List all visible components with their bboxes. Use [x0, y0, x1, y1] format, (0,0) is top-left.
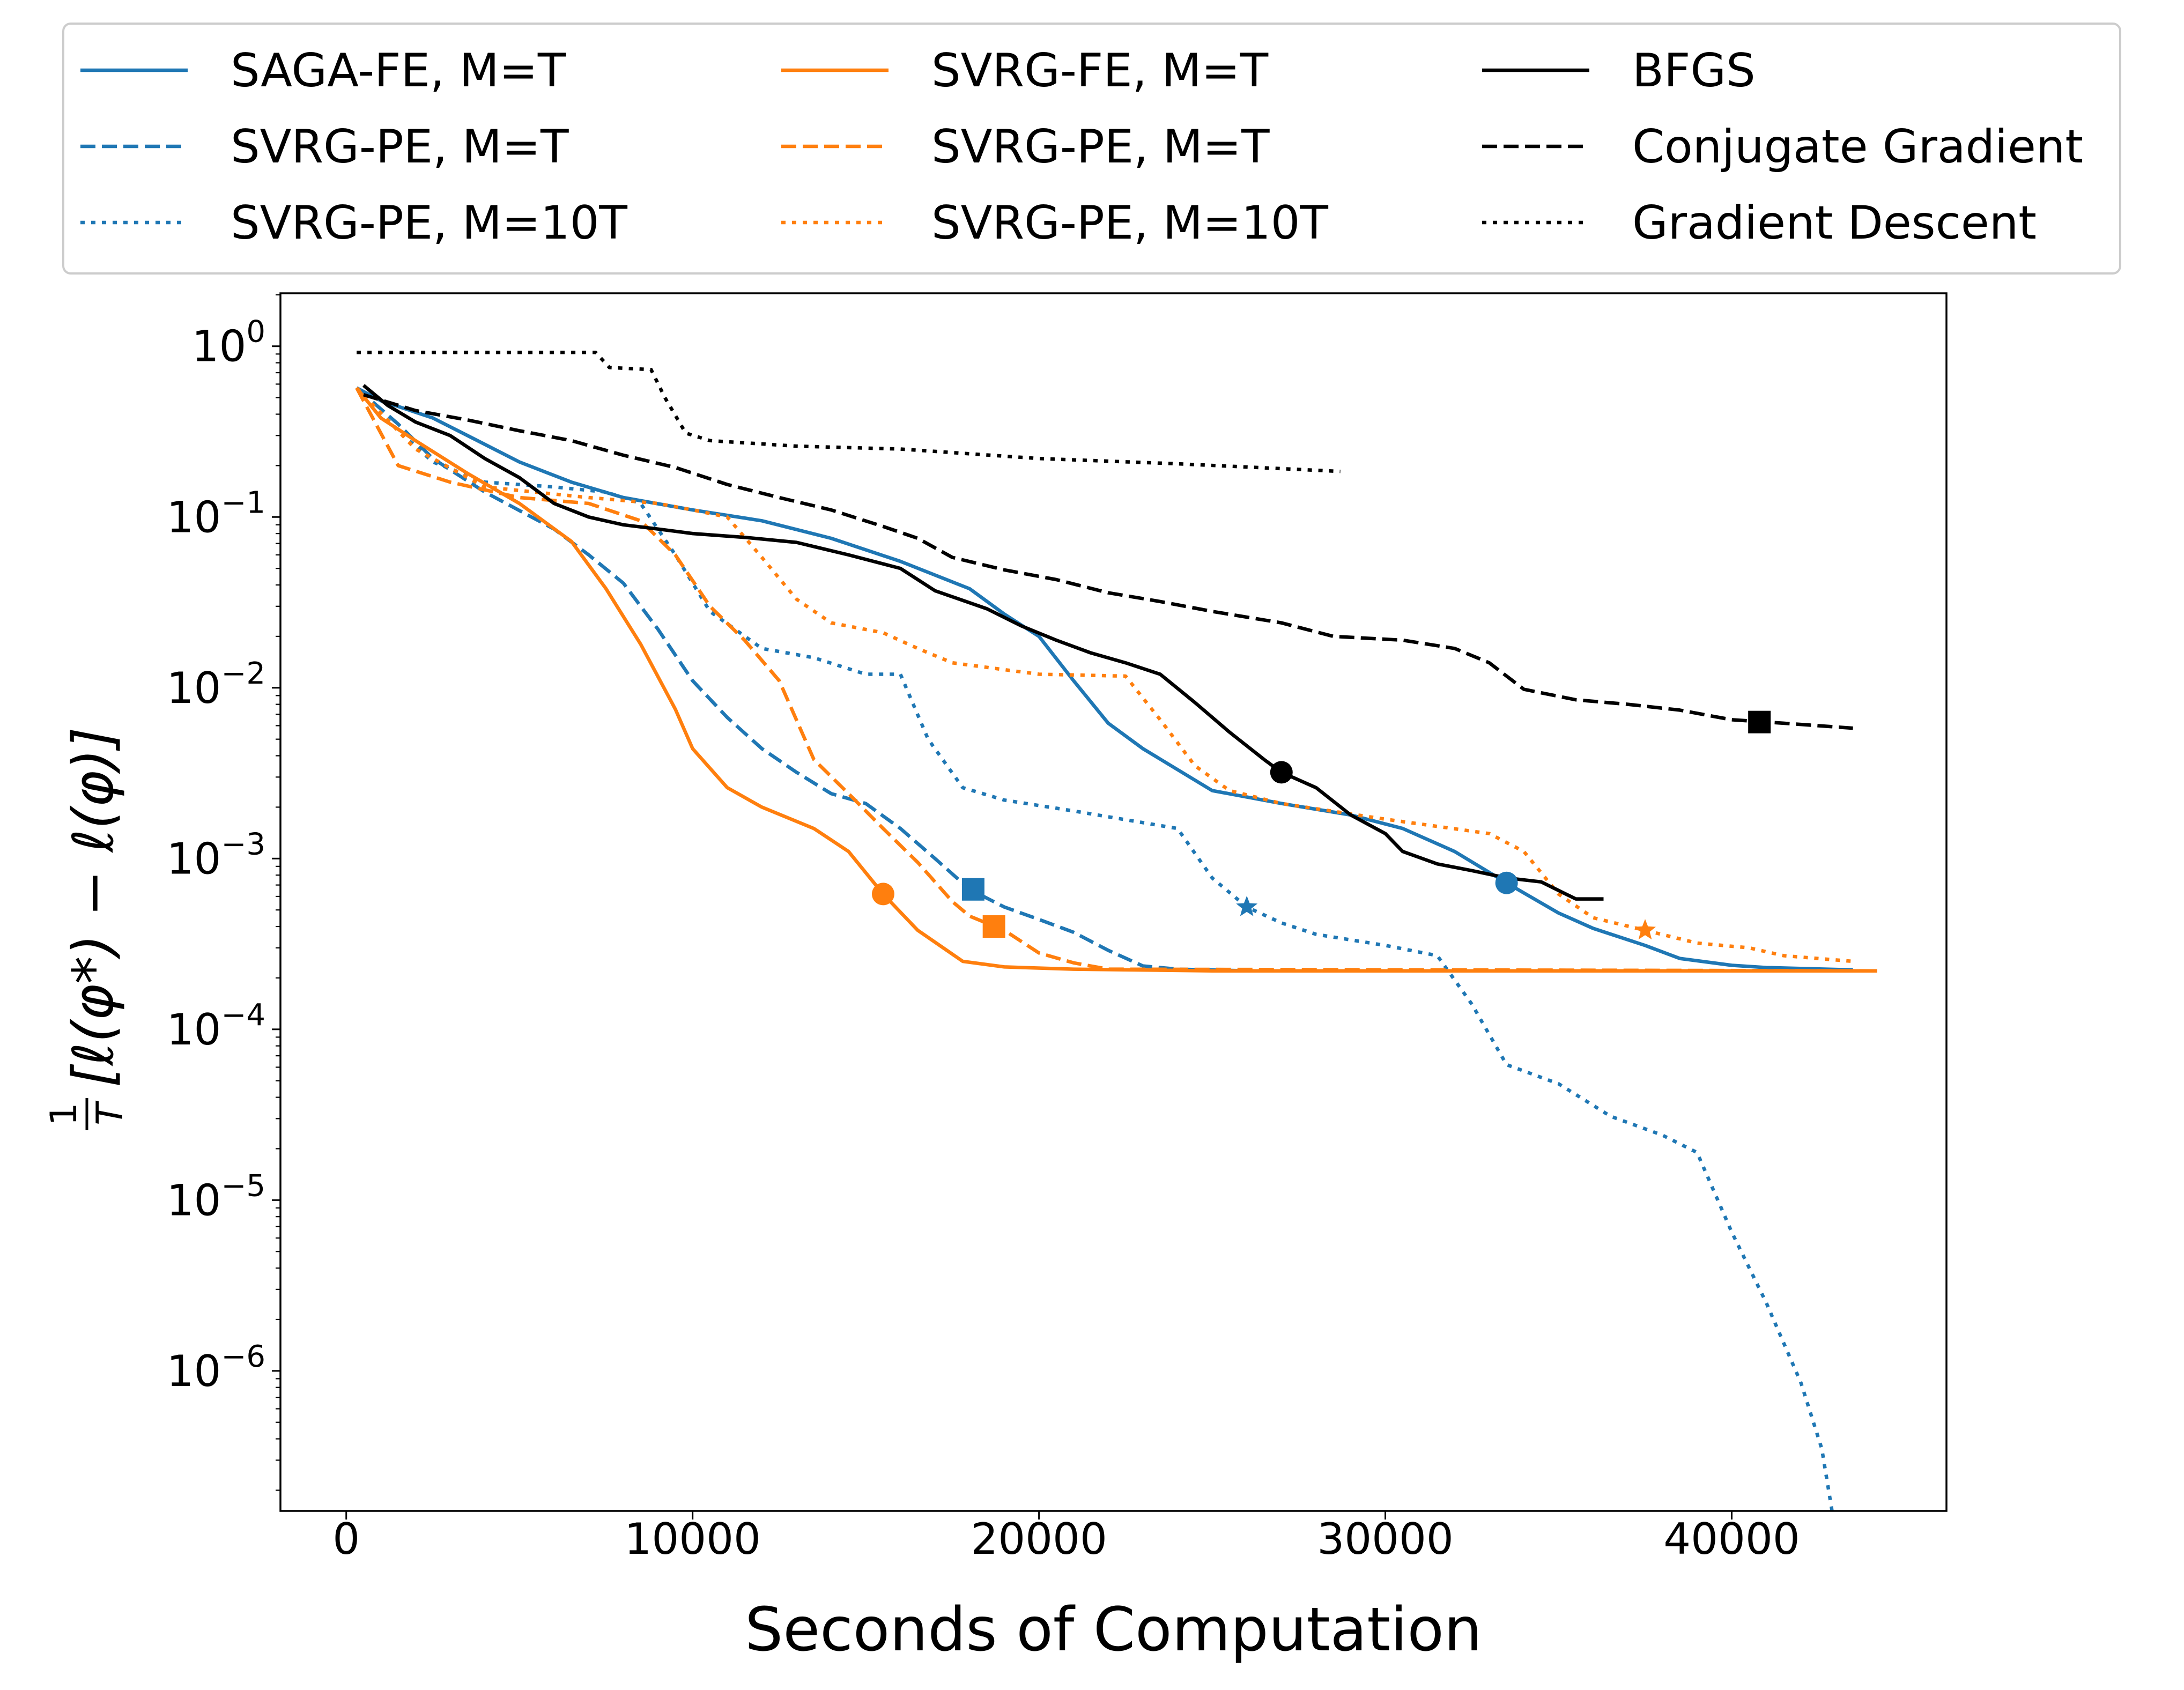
y-tick-label: 10−6 — [167, 1339, 265, 1396]
series-line-7 — [363, 393, 1853, 730]
y-tick-exponent: −2 — [221, 656, 265, 691]
series-line-8 — [357, 351, 1341, 473]
y-tick-label: 100 — [192, 315, 265, 372]
y-axis-label-denominator: T — [89, 1101, 131, 1125]
y-tick-base: 10 — [167, 663, 221, 713]
y-axis-label-expression: [ℓ(φ*) − ℓ(φ)] — [61, 727, 126, 1087]
y-tick-label: 10−1 — [167, 485, 265, 542]
x-tick-label: 40000 — [1663, 1514, 1800, 1564]
legend-label: SVRG-PE, M=T — [231, 120, 569, 174]
series-line-5 — [355, 387, 1853, 963]
legend-label: SAGA-FE, M=T — [231, 44, 566, 98]
series-line-4 — [355, 387, 1870, 973]
x-axis-label: Seconds of Computation — [745, 1595, 1482, 1665]
marker-circle-0 — [1495, 871, 1518, 894]
marker-square-4 — [982, 915, 1005, 938]
legend-label: SVRG-PE, M=T — [931, 120, 1270, 174]
x-tick-label: 20000 — [971, 1514, 1107, 1564]
x-tick-label: 10000 — [624, 1514, 761, 1564]
legend-label: SVRG-PE, M=10T — [931, 196, 1328, 250]
legend-box — [62, 23, 2121, 275]
marker-circle-6 — [1270, 761, 1293, 784]
legend-label: SVRG-PE, M=10T — [231, 196, 627, 250]
y-tick-label: 10−4 — [167, 998, 265, 1055]
legend-label: SVRG-FE, M=T — [931, 44, 1269, 98]
y-tick-exponent: −1 — [221, 485, 265, 520]
series-line-0 — [356, 386, 1853, 972]
series-line-6 — [362, 384, 1604, 901]
axes: 0 10000 20000 30000 4000010010−110−210−310−4… — [43, 292, 1948, 1665]
marker-square-1 — [961, 878, 984, 901]
y-axis-label: 1 T [ℓ(φ*) − ℓ(φ)] — [43, 727, 131, 1130]
y-tick-base: 10 — [167, 492, 221, 542]
y-tick-exponent: 0 — [246, 315, 265, 350]
legend-label: Gradient Descent — [1632, 196, 2037, 250]
y-tick-exponent: −3 — [221, 827, 265, 862]
legend-label: Conjugate Gradient — [1632, 120, 2083, 174]
series-line-2 — [355, 387, 1834, 1511]
marker-square-7 — [1748, 710, 1771, 733]
y-tick-exponent: −4 — [221, 998, 265, 1033]
y-tick-base: 10 — [167, 1175, 221, 1225]
marker-star-5 — [1634, 919, 1656, 940]
plot-area — [355, 351, 1877, 1511]
y-axis-label-numerator: 1 — [43, 1102, 85, 1125]
y-tick-base: 10 — [192, 322, 247, 372]
y-tick-base: 10 — [167, 1346, 221, 1396]
plot-frame — [279, 292, 1948, 1512]
x-tick-label: 30000 — [1317, 1514, 1454, 1564]
y-tick-label: 10−2 — [167, 656, 265, 713]
y-tick-label: 10−5 — [167, 1168, 265, 1225]
y-tick-label: 10−3 — [167, 827, 265, 884]
y-tick-base: 10 — [167, 834, 221, 884]
series-line-1 — [355, 387, 1870, 973]
y-tick-exponent: −5 — [221, 1168, 265, 1203]
y-tick-exponent: −6 — [221, 1339, 265, 1374]
series-line-3 — [355, 387, 1877, 973]
legend-label: BFGS — [1632, 44, 1756, 98]
x-tick-label: 0 — [332, 1514, 360, 1564]
marker-star-2 — [1236, 895, 1258, 916]
marker-circle-3 — [871, 883, 894, 906]
y-tick-base: 10 — [167, 1005, 221, 1055]
legend: SAGA-FE, M=T SVRG-PE, M=T SVRG-PE, M=10T SV… — [62, 23, 2121, 275]
